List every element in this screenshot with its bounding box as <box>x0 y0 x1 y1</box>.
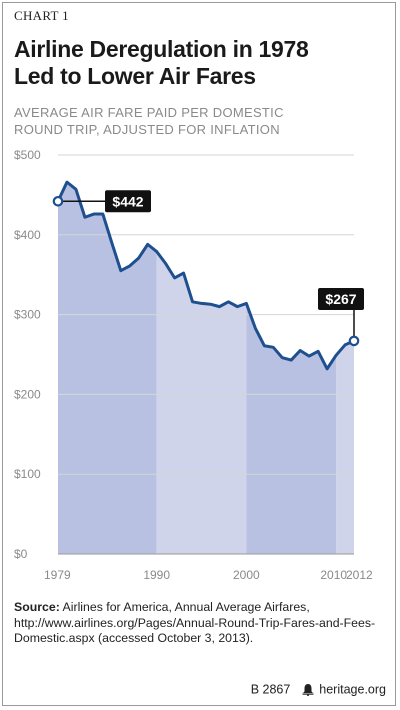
x-tick-label: 1979 <box>44 568 71 582</box>
chart-title-line2: Led to Lower Air Fares <box>14 63 256 89</box>
chart-subtitle-line2: ROUND TRIP, ADJUSTED FOR INFLATION <box>14 122 280 137</box>
bell-logo-icon <box>302 684 314 697</box>
y-tick-label: $100 <box>14 467 41 481</box>
decade-band-2 <box>246 182 337 554</box>
y-tick-label: $0 <box>14 547 28 561</box>
source-note: Source: Airlines for America, Annual Ave… <box>14 600 382 647</box>
x-tick-label: 2000 <box>233 568 260 582</box>
decade-band-1 <box>156 182 247 554</box>
callout-label: $267 <box>325 291 356 307</box>
report-id: B 2867 <box>250 682 291 697</box>
source-label: Source: <box>14 600 60 614</box>
source-text: Airlines for America, Annual Average Air… <box>14 600 376 645</box>
footer: B 2867 heritage.org <box>251 682 386 697</box>
y-tick-label: $400 <box>14 228 41 242</box>
y-tick-label: $300 <box>14 308 41 322</box>
chart-subtitle: AVERAGE AIR FARE PAID PER DOMESTIC ROUND… <box>14 104 384 138</box>
fare-area-chart: $0 $100 $200 $300 $400 $500 1979 1990 2000 201020… <box>14 148 373 582</box>
x-tick-label: 2012 <box>346 568 373 582</box>
callout-point-marker <box>348 335 360 347</box>
callout-point-marker <box>52 195 64 207</box>
chart-subtitle-line1: AVERAGE AIR FARE PAID PER DOMESTIC <box>14 105 284 120</box>
y-tick-label: $200 <box>14 387 41 401</box>
fare-series-line <box>56 180 356 371</box>
site-name: heritage.org <box>319 682 386 697</box>
y-tick-label: $500 <box>14 148 41 162</box>
x-tick-label: 2010 <box>320 568 347 582</box>
callout-label: $442 <box>112 193 143 209</box>
x-tick-label: 1990 <box>143 568 170 582</box>
callout-box <box>318 288 364 310</box>
callout-box <box>105 190 151 213</box>
chart-title: Airline Deregulation in 1978 Led to Lowe… <box>14 36 384 90</box>
chart-title-line1: Airline Deregulation in 1978 <box>14 36 309 62</box>
chart-label: CHART 1 <box>14 8 69 23</box>
